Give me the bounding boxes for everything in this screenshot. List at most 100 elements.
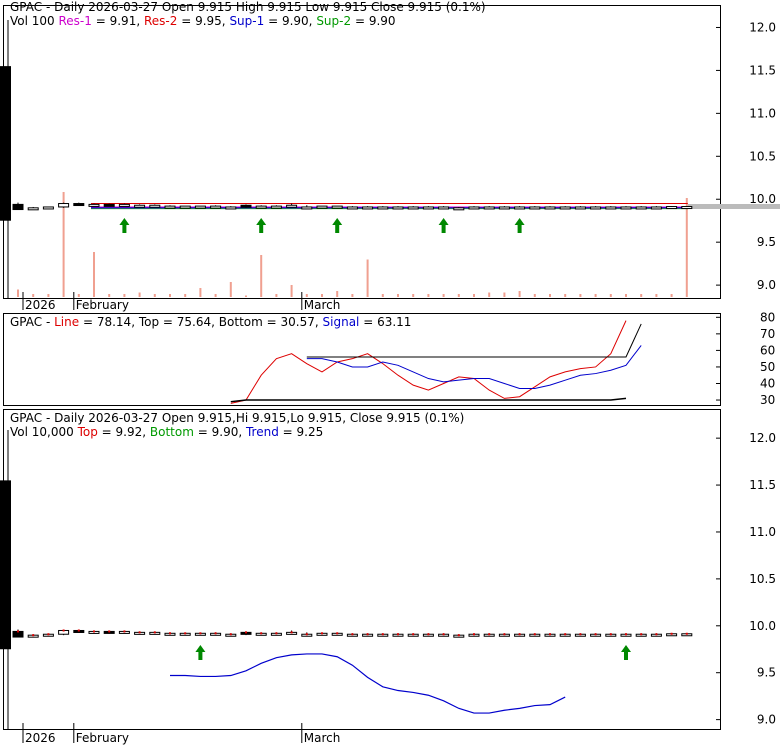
buy-arrow-icon: [621, 645, 631, 660]
sup1-label: Sup-1: [229, 14, 265, 28]
candle-body: [362, 206, 374, 210]
volume-bar: [594, 294, 597, 297]
candle-body: [149, 204, 161, 208]
volume-bar: [412, 294, 415, 297]
series-bottom: [230, 397, 627, 403]
candle-dot: [245, 631, 247, 634]
candle-body: [118, 203, 130, 207]
candle-dot: [549, 633, 551, 636]
sup1-value: = 9.90,: [268, 14, 313, 28]
candle-body: [194, 205, 206, 209]
candle-body: [225, 206, 237, 210]
candle-dot: [184, 632, 187, 635]
trend-label: Trend: [245, 425, 279, 439]
volume-bar: [533, 294, 536, 297]
candle-dot: [427, 633, 430, 636]
candle-body: [438, 206, 450, 210]
candle-dot: [32, 634, 35, 637]
volume-bar: [564, 294, 567, 297]
candle-dot: [533, 633, 536, 636]
res2-value: = 9.95,: [181, 14, 226, 28]
candle-body: [316, 205, 328, 209]
res2-label: Res-2: [143, 14, 178, 28]
candle-dot: [503, 633, 506, 636]
candle-dot: [579, 633, 582, 636]
volume-bar: [625, 294, 627, 297]
y-tick-label: 11.0: [749, 525, 776, 539]
candle-body: [210, 205, 222, 209]
sup2-label: Sup-2: [316, 14, 352, 28]
trend-value: = 9.25: [282, 425, 324, 439]
volume-bar: [62, 192, 65, 297]
series-top: [306, 323, 642, 358]
buy-arrow-icon: [332, 218, 343, 233]
volume-bar: [609, 294, 612, 297]
candle-body: [331, 205, 343, 209]
oscillator-title: GPAC -: [10, 315, 51, 329]
y-tick-label: 50: [760, 360, 775, 374]
volume-bar: [381, 294, 384, 297]
candle-dot: [473, 633, 475, 636]
candle-body: [681, 206, 693, 210]
y-tick-label: 12.0: [749, 20, 776, 34]
candle-dot: [594, 633, 597, 636]
volume-bar: [579, 294, 582, 297]
volume-bar: [260, 255, 263, 297]
volume-bar: [47, 294, 50, 297]
y-tick-label: 10.0: [749, 619, 776, 633]
volume-bar: [32, 294, 35, 297]
candle-body: [301, 206, 313, 210]
candle-body: [73, 203, 85, 207]
price-header-line2: Vol 100 Res-1 = 9.91, Res-2 = 9.95, Sup-…: [10, 14, 396, 28]
y-tick-label: 9.0: [757, 713, 776, 727]
y-tick-label: 11.5: [749, 478, 776, 492]
candle-dot: [609, 633, 612, 636]
volume-bar: [108, 294, 111, 297]
x-tick-label: February: [76, 298, 129, 312]
candle-body: [392, 206, 404, 210]
y-tick-label: 11.5: [749, 63, 776, 77]
candle-dot: [670, 632, 673, 635]
candle-body: [498, 206, 510, 210]
trend-header-line1: GPAC - Daily 2026-03-27 Open 9.915,Hi 9.…: [10, 411, 465, 425]
y-tick-label: 10.5: [749, 149, 776, 163]
price-header-line1: GPAC - Daily 2026-03-27 Open 9.915 High …: [10, 0, 486, 14]
volume-bar: [442, 294, 445, 297]
candle-body: [514, 206, 526, 210]
candle-dot: [442, 633, 445, 636]
candle-body: [605, 206, 617, 210]
buy-arrow-icon: [119, 218, 130, 233]
volume-bar: [488, 292, 491, 297]
y-tick-label: 70: [760, 327, 775, 341]
candle-dot: [260, 632, 263, 635]
volume-bar: [351, 294, 354, 297]
vol-label: Vol 100: [10, 14, 55, 28]
volume-bar: [214, 294, 217, 297]
x-tick-label: February: [76, 731, 129, 745]
candle-body: [134, 204, 146, 208]
res1-label: Res-1: [58, 14, 92, 28]
signal-value: = 63.11: [363, 315, 412, 329]
candle-dot: [138, 631, 141, 634]
volume-bar: [77, 294, 80, 297]
volume-bar: [305, 294, 308, 297]
top-label-2: Top: [77, 425, 98, 439]
candle-body: [650, 206, 662, 210]
candle-dot: [655, 633, 658, 636]
y-tick-label: 12.0: [749, 431, 776, 445]
candle-dot: [412, 633, 415, 636]
price-range-bar: [0, 66, 11, 221]
y-tick-label: 9.0: [757, 278, 776, 292]
candle-body: [164, 205, 176, 209]
candle-body: [666, 206, 678, 210]
y-tick-label: 10.5: [749, 572, 776, 586]
volume-bar: [670, 294, 673, 297]
candle-dot: [321, 632, 323, 635]
candle-body: [407, 206, 419, 210]
candle-body: [483, 206, 495, 210]
volume-bar: [427, 294, 430, 297]
trend-panel-frame: [3, 409, 721, 730]
candle-body: [422, 206, 434, 210]
bottom-value: = 30.57,: [266, 315, 319, 329]
top-value: = 75.64,: [162, 315, 215, 329]
